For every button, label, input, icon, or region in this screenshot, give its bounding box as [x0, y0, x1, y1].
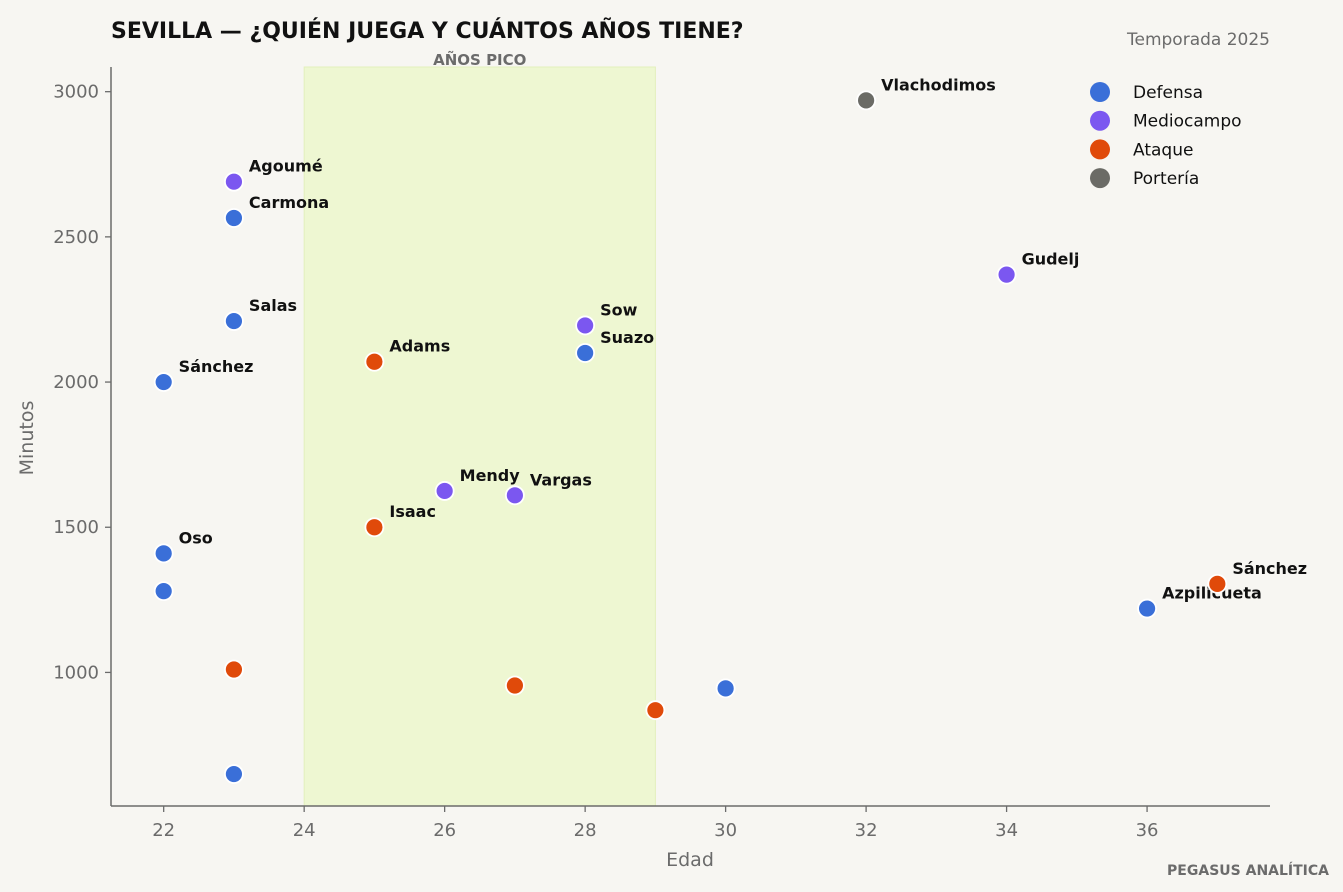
data-point[interactable] [645, 700, 666, 721]
y-tick-label: 2000 [53, 372, 99, 393]
x-tick-label: 26 [433, 820, 456, 841]
x-tick-label: 28 [574, 820, 597, 841]
point-label: Gudelj [1022, 250, 1080, 269]
point-label: Vargas [530, 470, 592, 489]
data-point[interactable] [364, 517, 385, 538]
data-point[interactable] [224, 764, 244, 784]
data-point[interactable] [434, 481, 455, 501]
x-tick-label: 32 [855, 820, 878, 841]
data-point[interactable] [153, 372, 174, 392]
data-point[interactable] [364, 351, 385, 372]
x-tick-label: 22 [152, 820, 175, 841]
point-label: Oso [179, 528, 213, 547]
legend-marker [1090, 110, 1110, 131]
data-point[interactable] [715, 678, 736, 699]
point-label: Agoumé [249, 157, 323, 176]
point-label: Sow [600, 300, 638, 319]
data-point[interactable] [996, 264, 1017, 285]
legend-marker [1090, 82, 1110, 102]
plot-area: AÑOS PICO 22 24 26 28 30 32 34 36 1000 1500 2000 250… [53, 50, 1307, 841]
data-point[interactable] [504, 675, 525, 696]
chart-title: SEVILLA — ¿QUIÉN JUEGA Y CUÁNTOS AÑOS TI… [111, 18, 744, 44]
legend-marker [1090, 139, 1110, 160]
legend-label: Portería [1133, 169, 1199, 189]
point-label: Suazo [600, 328, 654, 347]
chart-subtitle: Temporada 2025 [1126, 30, 1270, 50]
data-point[interactable] [224, 208, 244, 228]
data-point[interactable] [224, 659, 244, 680]
data-point[interactable] [1137, 598, 1157, 619]
data-point[interactable] [856, 90, 877, 111]
x-tick-label: 24 [293, 820, 316, 841]
footer-credit: PEGASUS ANALÍTICA [1167, 862, 1329, 879]
point-label: Salas [249, 296, 297, 315]
data-point[interactable] [1207, 573, 1228, 594]
x-tick-label: 34 [995, 820, 1018, 841]
data-point[interactable] [224, 311, 244, 331]
legend-label: Mediocampo [1133, 112, 1242, 132]
data-point[interactable] [224, 171, 244, 192]
x-tick-label: 30 [714, 820, 737, 841]
x-tick-label: 36 [1136, 820, 1159, 841]
y-tick-label: 3000 [53, 82, 99, 103]
legend-label: Defensa [1133, 83, 1203, 103]
point-label: Vlachodimos [881, 75, 996, 94]
y-tick-label: 2500 [53, 227, 99, 248]
data-point[interactable] [575, 315, 596, 336]
data-point[interactable] [153, 543, 174, 564]
x-axis-title: Edad [666, 849, 714, 871]
point-label: Mendy [460, 466, 521, 485]
point-label: Carmona [249, 193, 329, 212]
legend-marker [1090, 168, 1110, 189]
peak-years-label: AÑOS PICO [433, 50, 526, 69]
peak-years-band [303, 66, 656, 807]
data-point[interactable] [575, 343, 596, 363]
y-axis-title: Minutos [16, 401, 38, 476]
point-label: Sánchez [179, 357, 254, 376]
point-label: Adams [389, 337, 450, 356]
y-tick-label: 1500 [53, 517, 99, 538]
point-label: Azpilicueta [1162, 584, 1262, 603]
y-tick-label: 1000 [53, 662, 99, 683]
point-label: Isaac [389, 502, 436, 521]
legend-label: Ataque [1133, 140, 1193, 160]
data-point[interactable] [153, 581, 174, 602]
data-point[interactable] [504, 485, 525, 506]
point-label: Sánchez [1232, 559, 1307, 578]
